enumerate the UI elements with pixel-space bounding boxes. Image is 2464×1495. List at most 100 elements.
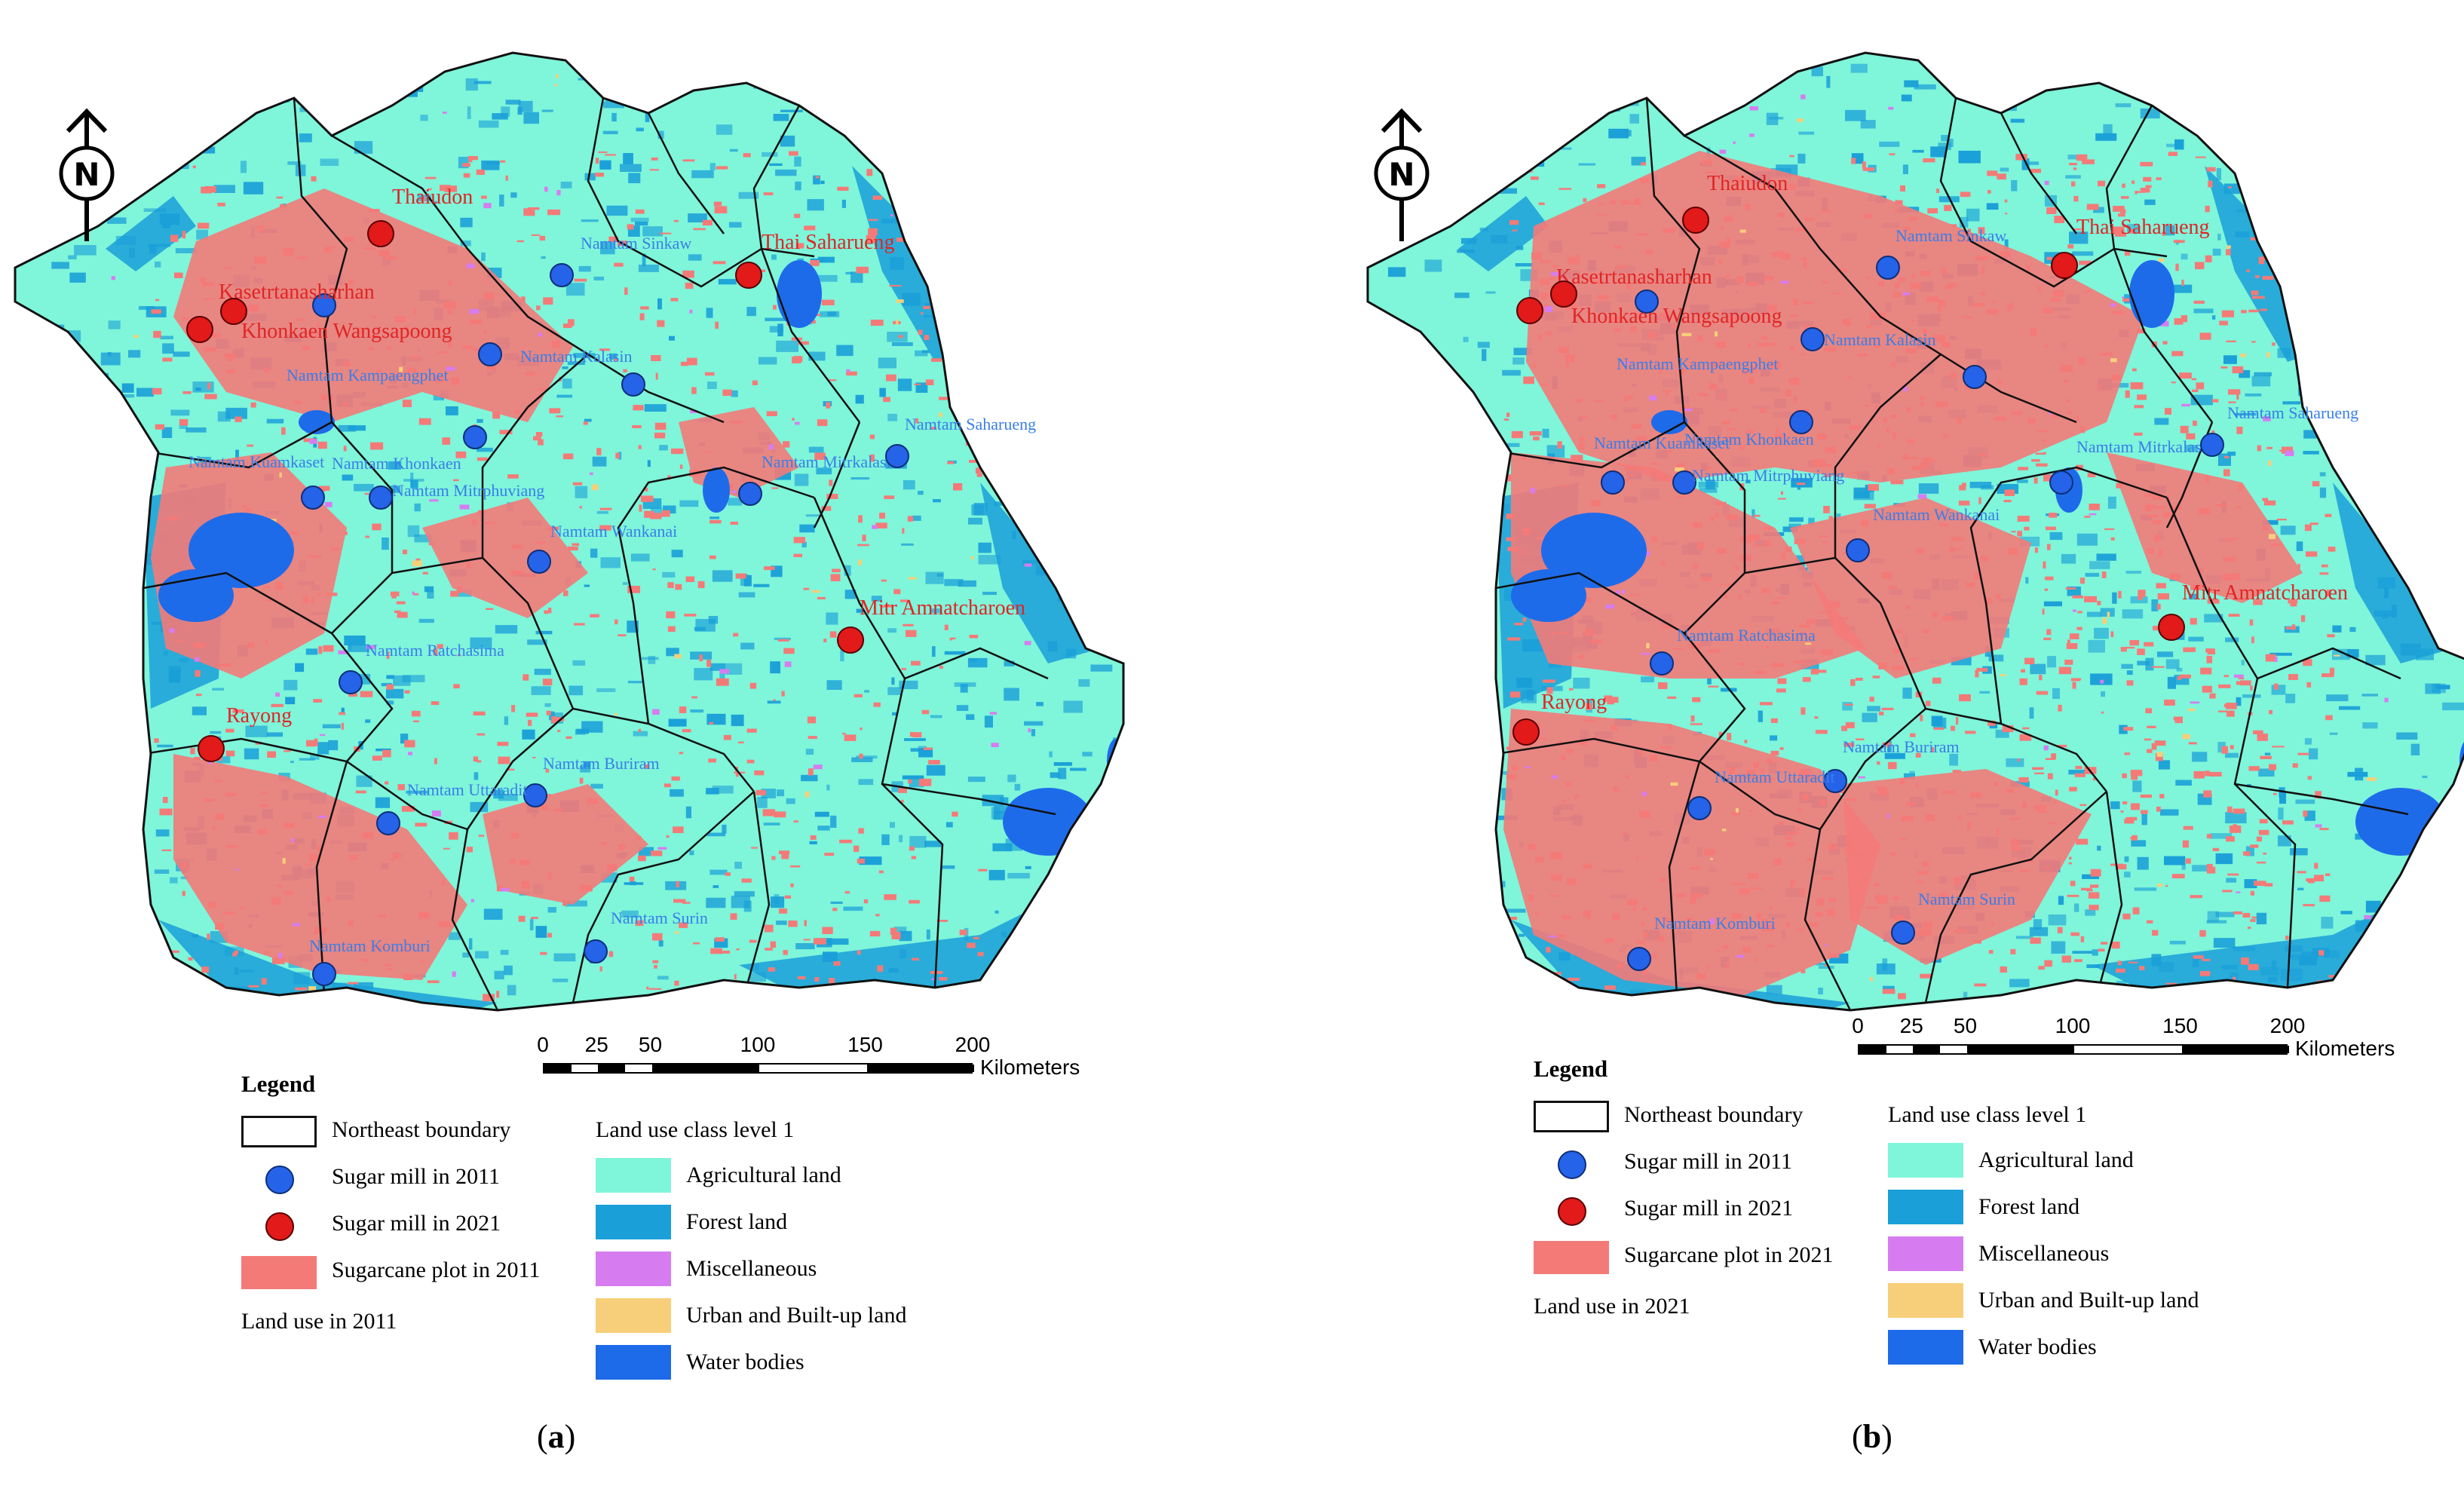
sugar-mill-2011-marker [584,939,608,963]
province-border [1744,556,1927,830]
province-border [150,421,394,634]
sugar-mill-2011-label: Namtam Khonkaen [1684,430,1814,449]
class-swatch [596,1345,671,1380]
province-border [451,829,499,1010]
map-canvas-b: Namtam Sinkaw Namtam Kampaengphet Namtam K… [1366,51,2464,1012]
sugar-mill-2011-marker [1891,921,1915,945]
province-border [293,97,348,423]
water-body [188,513,294,588]
class-swatch [596,1251,671,1286]
mill-2021-swatch [265,1212,294,1241]
sugar-mill-2021-marker [1550,280,1577,308]
province-border [1924,791,2107,1003]
sugar-mill-2011-marker [301,486,325,510]
sugar-mill-2021-marker [186,316,213,343]
province-border [587,97,815,288]
legend-class-label: Agricultural land [1978,1147,2134,1172]
sugar-mill-2011-marker [1800,327,1825,351]
scale-bar-a: 0 25 50 100 150 200 Kilometers [537,1033,1116,1093]
sugar-mill-2011-label: Namtam Sinkaw [581,234,691,253]
class-swatch [596,1298,671,1333]
sugarcane-zone [422,498,588,618]
province-border [745,791,771,988]
northeast-boundary [1366,51,2464,1012]
province-border [481,354,589,558]
scale-tick-label: 25 [584,1033,608,1056]
legend-class-label: Forest land [1978,1194,2080,1219]
water-body [703,467,730,513]
sugar-mill-2011-label: Namtam Mitrphuviang [392,481,544,500]
province-border [1684,134,2077,424]
sugar-mill-2021-label: Mitr Amnatcharoen [2182,581,2348,605]
province-border [752,105,860,423]
sugar-mill-2021-marker [837,626,864,654]
scale-tick-label: 25 [1899,1014,1923,1037]
caption-b: (b) [1852,1418,1892,1455]
sugar-mill-2021-label: Khonkaen Wangsapoong [241,320,452,343]
province-border [813,421,861,528]
sugar-mill-2021-label: Kasetrtanasharhan [219,280,375,304]
sugar-mill-2011-marker [369,486,393,510]
scale-tick-label: 100 [740,1033,776,1056]
sugar-mill-2011-marker [312,293,336,317]
scale-tick-label: 100 [2055,1014,2091,1037]
sugar-mill-2011-marker [1789,410,1813,434]
sugar-mill-2011-label: Namtam Wankanai [1873,505,2000,524]
northeast-boundary [14,51,1125,1012]
sugar-mill-2021-label: Khonkaen Wangsapoong [1571,305,1782,328]
sugar-mill-2011-label: Namtam Kalasin [520,347,632,366]
province-border [2105,105,2213,423]
province-border [1834,354,1941,558]
boundary-swatch [241,1116,317,1147]
water-body [2355,788,2446,856]
sugarcane-zone [1526,151,2144,483]
sugar-mill-2011-label: Namtam Saharueng [905,415,1036,433]
scale-tick-label: 0 [537,1033,549,1056]
scale-tick-label: 0 [1852,1014,1864,1037]
map-panel-a: Namtam Sinkaw Namtam Kampaengphet Namtam K… [14,51,1125,1455]
legend-mill-2011-label: Sugar mill in 2011 [332,1164,501,1189]
sugar-mill-2011-label: Namtam Surin [611,908,708,927]
scale-tick-label: 200 [2269,1014,2306,1037]
water-body [1511,569,1586,622]
province-border [1939,97,2168,288]
province-border [647,112,725,234]
sugar-mill-2011-label: Namtam Khonkaen [332,454,461,473]
province-border [1503,421,1746,634]
mill-2011-swatch [265,1166,294,1194]
sugar-mill-2011-marker [621,372,645,397]
class-swatch [1888,1283,1963,1318]
class-swatch [596,1205,671,1239]
water-body [1541,513,1647,588]
sugarcane-zone [1511,452,1865,679]
scale-bar-b: 0 25 50 100 150 200 Kilometers [1852,1014,2431,1074]
sugarcane-zone [2107,452,2303,603]
province-border [617,466,815,725]
legend-class-title: Land use class level 1 [596,1117,795,1142]
sugar-mill-2021-label: Thaiudon [1707,172,1788,195]
sugar-mill-2011-label: Namtam Mitrphuviang [1692,466,1844,485]
legend-class-label: Urban and Built-up land [686,1303,907,1328]
sugar-mill-2011-marker [885,444,909,468]
legend-mill-2011-label: Sugar mill in 2011 [1624,1149,1793,1174]
sugar-mill-2021-label: Thai Saharueng [2076,216,2210,239]
sugar-mill-2011-marker [1687,796,1712,820]
legend-class-label: Forest land [686,1209,788,1234]
province-border [143,571,394,762]
legend-sugarcane-label: Sugarcane plot in 2011 [332,1258,541,1282]
sugar-mill-2021-marker [220,298,247,325]
sugar-mill-2011-label: Namtam Ratchasima [366,641,504,660]
sugar-mill-2011-label: Namtam Wankanai [550,522,677,541]
sugarcane-swatch [241,1256,317,1289]
class-swatch [1888,1143,1963,1178]
sugar-mill-2011-label: Namtam Buriram [543,754,660,773]
province-border [2098,791,2123,988]
sugar-mill-2011-label: Namtam Surin [1918,890,2015,908]
legend-class-label: Agricultural land [686,1163,841,1187]
province-border [2000,112,2077,234]
sugar-mill-2011-label: Namtam Kampaengphet [1617,354,1778,373]
sugar-mill-2011-marker [376,811,400,835]
legend-title: Legend [1534,1055,1608,1082]
boundary-swatch [1534,1101,1609,1132]
sugar-mill-2011-marker [478,342,502,366]
